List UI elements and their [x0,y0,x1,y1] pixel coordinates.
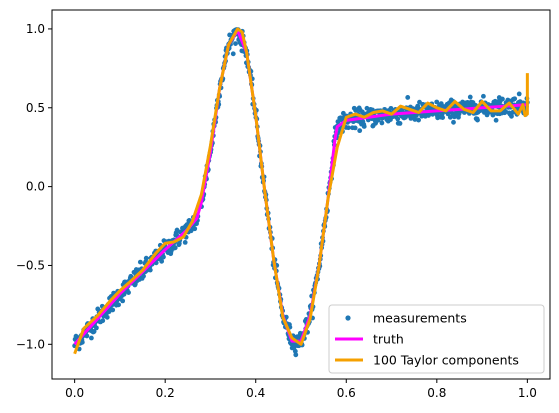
series-line-100-taylor-components [73,27,529,355]
scatter-point [104,314,110,320]
axis-ticks-layer: 0.0 0.2 0.4 0.6 0.8 1.0 −1.0 −0.5 0.0 0.5 1.0 [16,22,537,400]
scatter-point [93,325,99,331]
scatter-point [147,267,153,273]
scatter-point [397,121,403,126]
scatter-point [440,115,446,121]
x-tick-label: 0.0 [65,386,84,400]
scatter-point [357,128,363,134]
legend: measurements truth 100 Taylor components [328,304,545,374]
scatter-point [352,125,358,131]
scatter-point [292,348,298,354]
scatter-point [233,41,238,47]
scatter-point [395,116,401,122]
scatter-point [143,255,149,261]
scatter-point [345,125,351,131]
scatter-point [412,117,418,122]
scatter-point [182,240,188,245]
scatter-point [481,93,486,99]
scatter-point [416,117,421,123]
scatter-point [512,96,518,102]
scatter-point [100,318,106,324]
scatter-point [230,51,236,57]
y-tick-label: 0.0 [26,180,45,194]
scatter-point [447,114,453,120]
scatter-point [379,120,385,126]
scatter-point [172,245,178,251]
scatter-point [434,99,440,105]
x-tick-label: 0.2 [156,386,175,400]
scatter-point [509,113,514,119]
scatter-point [141,273,146,279]
scatter-point [116,302,121,308]
x-tick-label: 0.6 [337,386,356,400]
plot-frame [51,9,551,380]
scatter-point [79,339,85,345]
scatter-point [89,335,94,341]
plot-data-layer [72,27,530,358]
scatter-point [475,117,480,123]
scatter-point [174,227,180,233]
scatter-point [405,95,411,100]
x-tick-label: 0.8 [427,386,446,400]
scatter-point [84,333,90,339]
scatter-point [388,105,394,111]
y-tick-label: −0.5 [16,258,45,272]
series-line-truth [73,29,528,346]
scatter-point [159,258,165,264]
scatter-point [364,105,370,111]
y-tick-label: 0.5 [26,101,45,115]
scatter-point [361,124,367,129]
y-tick-label: −1.0 [16,337,45,351]
scatter-point [503,109,509,114]
legend-label: measurements [373,311,467,326]
scatter-point [293,352,299,358]
scatter-point [451,119,456,125]
scatter-point [137,259,143,265]
scatter-point [192,226,198,232]
scatter-point [375,117,381,123]
scatter-point [161,254,166,260]
scatter-point [126,290,131,295]
legend-label: 100 Taylor components [373,353,519,368]
legend-label: truth [373,332,404,347]
legend-marker [345,315,351,321]
legend-box [328,304,545,374]
scatter-point [120,298,126,304]
x-tick-label: 1.0 [518,386,537,400]
scatter-point [493,117,499,123]
scatter-point [467,94,473,100]
scatter-point [91,329,97,334]
scatter-point [110,307,116,313]
y-tick-label: 1.0 [26,22,45,36]
scatter-point [500,96,505,102]
x-tick-label: 0.4 [246,386,265,400]
scatter-point [516,91,522,97]
